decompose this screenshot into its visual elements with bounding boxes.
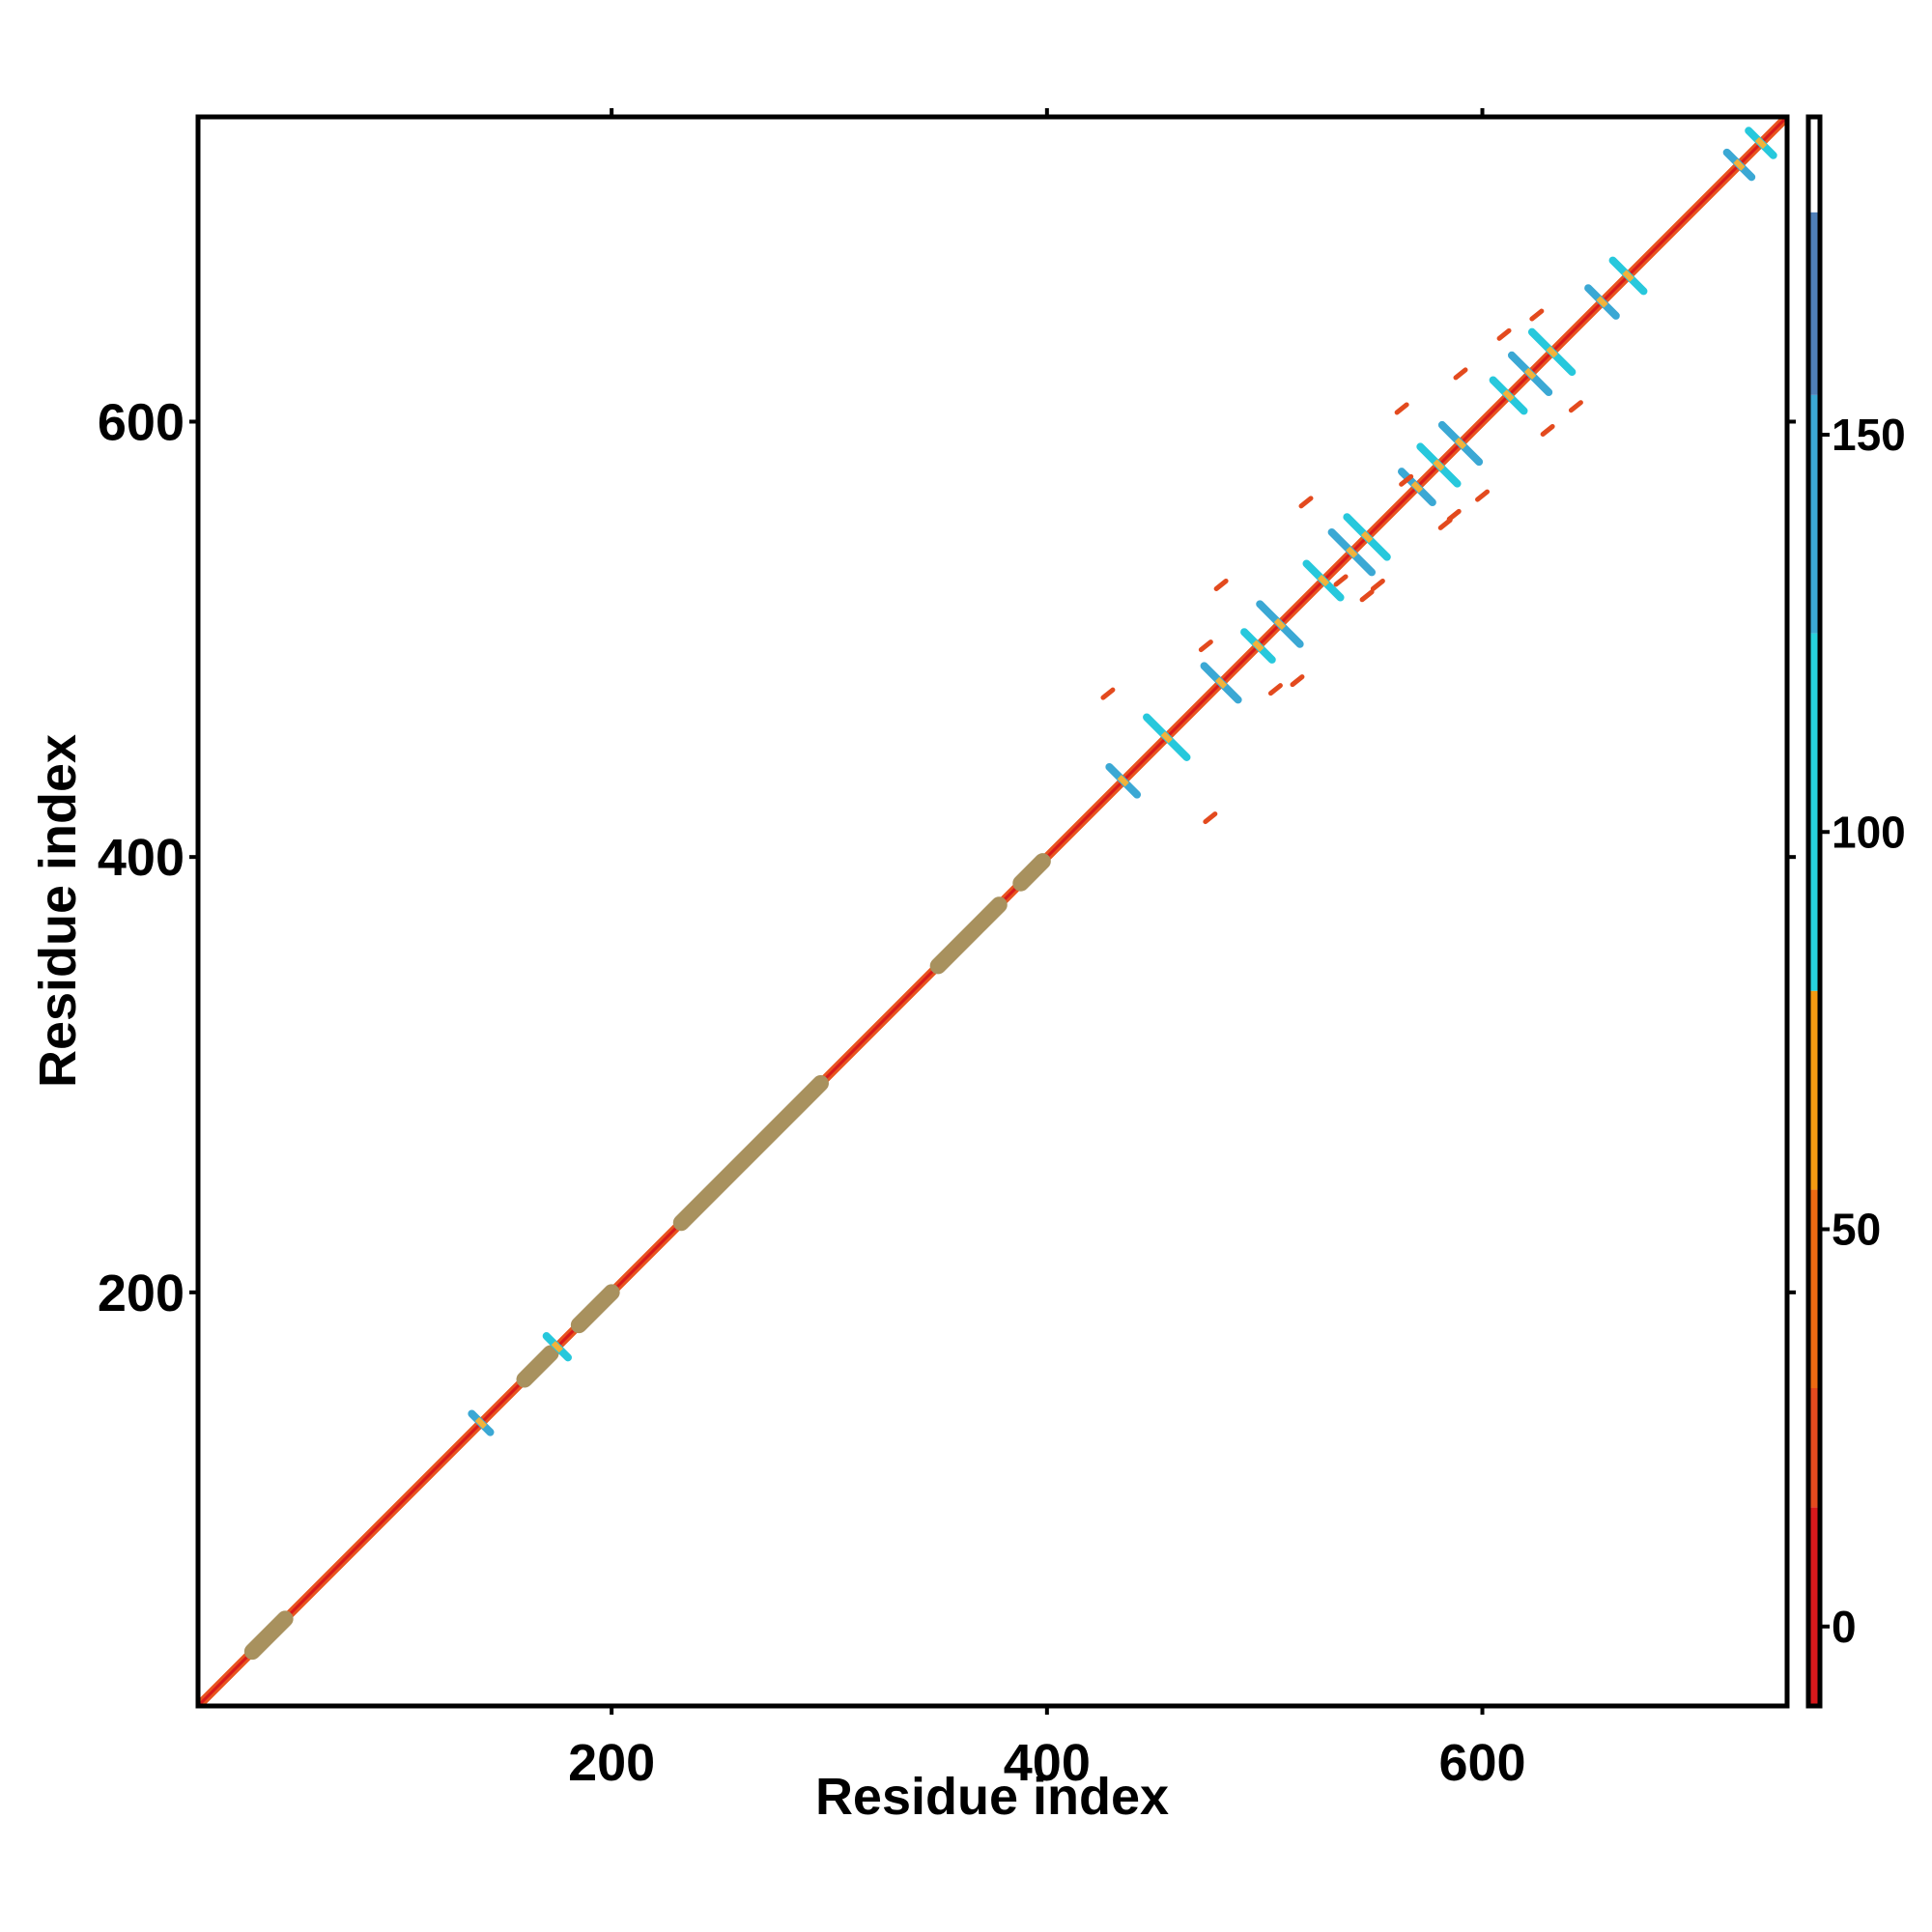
colorbar-band — [1808, 1507, 1820, 1706]
contact-spot — [1267, 683, 1283, 696]
contact-spot — [1333, 574, 1349, 587]
cross-contact-core — [1252, 639, 1264, 652]
helix-segment — [672, 1075, 829, 1232]
x-tick-label: 400 — [1004, 1734, 1091, 1792]
contact-spot — [1359, 589, 1375, 603]
cross-contact-core — [1433, 459, 1445, 471]
helix-segment — [516, 1345, 559, 1388]
cross-contact-core — [1360, 530, 1374, 544]
colorbar-band — [1808, 1388, 1820, 1508]
plot-frame — [195, 114, 1790, 1709]
x-tick-label: 200 — [568, 1734, 655, 1792]
cross-contact-core — [1117, 775, 1129, 787]
contact-spot — [1475, 489, 1491, 502]
contact-spot — [1399, 473, 1414, 487]
cross-contact-core — [474, 1416, 488, 1430]
cross-contact-core — [1733, 158, 1746, 171]
cross-contact-core — [551, 1341, 563, 1353]
contact-spot — [1213, 578, 1229, 591]
helix-segment — [929, 896, 1008, 975]
colorbar-tick-label: 0 — [1832, 1602, 1857, 1652]
colorbar-tick-label: 100 — [1832, 807, 1906, 857]
contact-spot — [1290, 674, 1305, 688]
y-axis-title: Residue index — [29, 734, 87, 1088]
contact-spot — [1198, 639, 1213, 653]
x-tick-label: 600 — [1438, 1734, 1525, 1792]
contact-spot — [1394, 402, 1409, 415]
contact-spot — [1370, 578, 1385, 591]
colorbar-band — [1808, 117, 1820, 213]
colorbar-band — [1808, 394, 1820, 634]
colorbar-band — [1808, 212, 1820, 395]
cross-contact-core — [1346, 546, 1358, 558]
contact-spot — [1540, 423, 1555, 437]
cross-contact-core — [1214, 676, 1228, 690]
y-tick-label: 400 — [98, 829, 185, 887]
cross-contact-core — [1622, 270, 1634, 282]
cross-contact-core — [1546, 346, 1558, 358]
plot-area — [198, 117, 1787, 1706]
contact-spot — [1529, 308, 1545, 322]
cross-contact-core — [1410, 480, 1424, 494]
cross-contact-core — [1502, 389, 1515, 402]
cross-contact-core — [1317, 574, 1330, 587]
cross-contact-core — [1523, 367, 1537, 381]
helix-segment — [243, 1610, 294, 1661]
y-tick-label: 600 — [98, 393, 185, 451]
cross-contact-core — [1273, 617, 1287, 631]
x-axis-title: Residue index — [815, 1768, 1169, 1826]
y-tick-label: 200 — [98, 1264, 185, 1322]
cross-contact-core — [1160, 731, 1173, 744]
helix-segment — [570, 1284, 620, 1334]
contact-spot — [1446, 508, 1462, 522]
colorbar: 0 50 100 150 — [1805, 114, 1906, 1709]
contact-spot — [1203, 811, 1218, 825]
cross-contact-core — [1454, 437, 1467, 450]
cross-contact-core — [1754, 136, 1768, 150]
colorbar-frame — [1805, 114, 1823, 1709]
colorbar-tick-label: 150 — [1832, 410, 1906, 460]
helix-segment — [1012, 853, 1051, 892]
contact-spot — [1298, 496, 1314, 509]
contact-spot — [1568, 400, 1583, 413]
colorbar-tick-label: 50 — [1832, 1205, 1881, 1255]
colorbar-band — [1808, 1189, 1820, 1388]
colorbar-band — [1808, 633, 1820, 991]
colorbar-band — [1808, 990, 1820, 1190]
contact-spot — [1496, 327, 1512, 341]
contact-spot — [1453, 367, 1468, 381]
cross-contact-core — [1596, 296, 1608, 308]
axes: 200 400 600 200 400 600 — [98, 108, 1796, 1792]
contact-spot — [1100, 687, 1116, 700]
